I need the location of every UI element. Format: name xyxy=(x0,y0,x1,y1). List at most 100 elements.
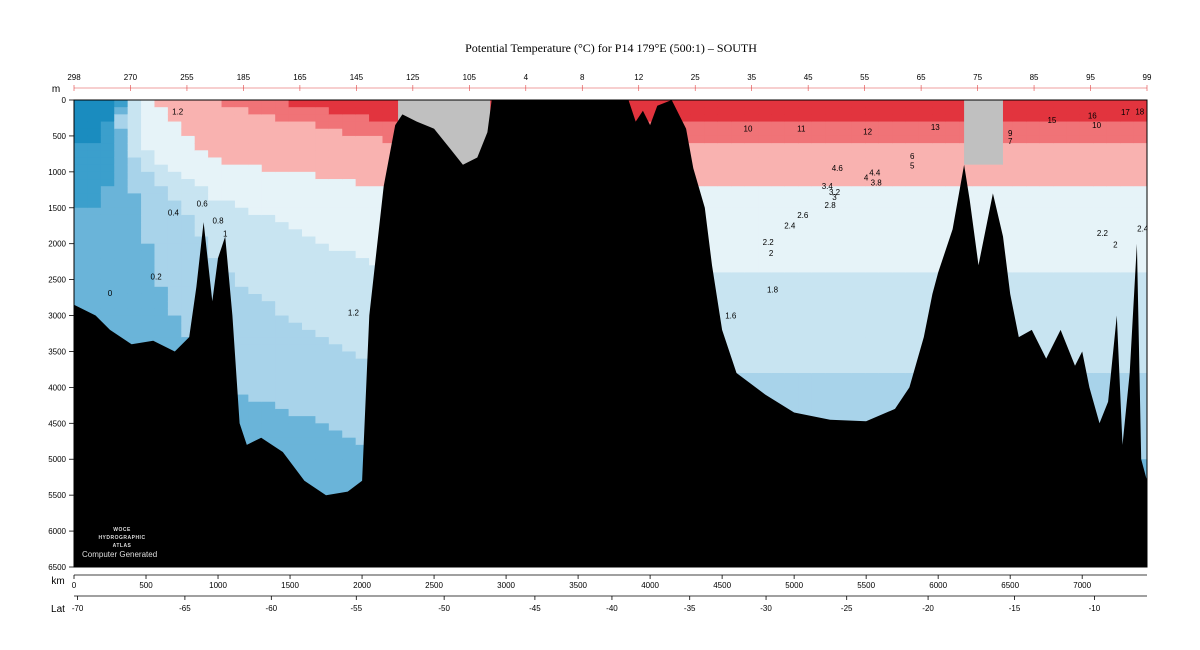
temperature-cell xyxy=(1066,222,1081,230)
temperature-cell xyxy=(731,107,746,115)
temperature-cell xyxy=(315,229,330,238)
temperature-cell xyxy=(315,164,330,173)
temperature-cell xyxy=(248,286,263,295)
temperature-cell xyxy=(355,286,370,295)
temperature-cell xyxy=(275,164,290,173)
temperature-cell xyxy=(999,143,1014,151)
temperature-cell xyxy=(74,135,89,144)
temperature-cell xyxy=(758,157,773,166)
temperature-cell xyxy=(302,344,317,353)
temperature-cell xyxy=(181,164,196,173)
temperature-cell xyxy=(878,258,893,266)
temperature-cell xyxy=(798,135,813,144)
temperature-cell xyxy=(154,128,169,137)
temperature-cell xyxy=(114,100,129,108)
temperature-cell xyxy=(999,186,1014,194)
temperature-cell xyxy=(181,308,196,317)
temperature-cell xyxy=(87,243,102,252)
temperature-cell xyxy=(114,322,129,331)
temperature-cell xyxy=(127,315,142,324)
temperature-cell xyxy=(811,171,826,180)
temperature-cell xyxy=(221,186,236,194)
temperature-cell xyxy=(74,214,89,223)
temperature-cell xyxy=(221,236,236,245)
temperature-cell xyxy=(1012,229,1027,238)
temperature-cell xyxy=(892,171,907,180)
temperature-cell xyxy=(275,408,290,417)
temperature-cell xyxy=(167,121,182,130)
temperature-cell xyxy=(127,164,142,173)
temperature-cell xyxy=(999,207,1014,216)
temperature-cell xyxy=(248,114,263,123)
temperature-cell xyxy=(784,286,799,295)
temperature-cell xyxy=(1039,128,1054,137)
temperature-cell xyxy=(825,179,840,187)
temperature-cell xyxy=(717,236,732,245)
temperature-cell xyxy=(1079,222,1094,230)
temperature-cell xyxy=(342,286,357,295)
temperature-cell xyxy=(851,265,866,274)
temperature-cell xyxy=(194,214,209,223)
temperature-cell xyxy=(851,315,866,324)
temperature-cell xyxy=(234,329,249,338)
temperature-cell xyxy=(248,272,263,281)
temperature-cell xyxy=(315,423,330,432)
temperature-cell xyxy=(1026,279,1041,288)
temperature-cell xyxy=(127,286,142,295)
temperature-cell xyxy=(1053,214,1068,223)
temperature-cell xyxy=(851,344,866,353)
temperature-cell xyxy=(918,121,933,130)
temperature-cell xyxy=(100,193,115,202)
temperature-cell xyxy=(355,171,370,180)
temperature-cell xyxy=(167,272,182,281)
temperature-cell xyxy=(758,265,773,274)
temperature-cell xyxy=(302,179,317,187)
temperature-cell xyxy=(744,373,759,381)
temperature-cell xyxy=(167,100,182,108)
temperature-cell xyxy=(972,200,987,209)
temperature-cell xyxy=(288,329,303,338)
temperature-cell xyxy=(838,258,853,266)
temperature-cell xyxy=(758,258,773,266)
temperature-cell xyxy=(74,272,89,281)
temperature-cell xyxy=(811,401,826,410)
temperature-cell xyxy=(892,308,907,317)
temperature-cell xyxy=(261,150,276,159)
temperature-cell xyxy=(838,100,853,108)
temperature-cell xyxy=(851,308,866,317)
temperature-cell xyxy=(838,150,853,159)
temperature-cell xyxy=(288,143,303,151)
temperature-cell xyxy=(825,135,840,144)
temperature-cell xyxy=(865,315,880,324)
temperature-cell xyxy=(234,193,249,202)
temperature-cell xyxy=(758,135,773,144)
temperature-cell xyxy=(731,337,746,345)
temperature-cell xyxy=(288,243,303,252)
temperature-cell xyxy=(154,250,169,259)
temperature-cell xyxy=(1066,265,1081,274)
temperature-cell xyxy=(194,107,209,115)
temperature-cell xyxy=(248,236,263,245)
temperature-cell xyxy=(784,250,799,259)
temperature-cell xyxy=(328,100,343,108)
temperature-cell xyxy=(315,337,330,345)
temperature-cell xyxy=(114,179,129,187)
temperature-cell xyxy=(811,265,826,274)
temperature-cell xyxy=(315,466,330,475)
temperature-cell xyxy=(811,186,826,194)
temperature-cell xyxy=(878,114,893,123)
temperature-cell xyxy=(811,128,826,137)
temperature-cell xyxy=(999,171,1014,180)
temperature-cell xyxy=(342,265,357,274)
temperature-cell xyxy=(1026,114,1041,123)
temperature-cell xyxy=(275,423,290,432)
temperature-cell xyxy=(798,236,813,245)
temperature-cell xyxy=(851,416,866,424)
temperature-cell xyxy=(892,250,907,259)
temperature-cell xyxy=(878,207,893,216)
temperature-cell xyxy=(234,114,249,123)
temperature-cell xyxy=(181,214,196,223)
temperature-cell xyxy=(248,193,263,202)
temperature-cell xyxy=(275,186,290,194)
temperature-cell xyxy=(355,416,370,424)
